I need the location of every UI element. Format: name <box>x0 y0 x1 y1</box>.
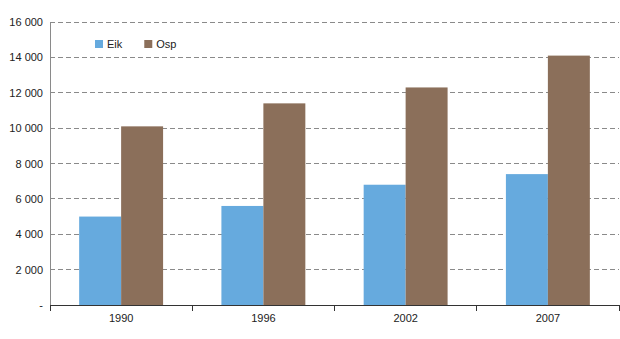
bar-series <box>121 56 590 305</box>
y-axis-line <box>50 23 51 306</box>
y-tick: 14 000 <box>9 51 50 63</box>
grid <box>50 22 619 305</box>
bar <box>364 185 406 305</box>
x-tick-label: 2007 <box>536 312 560 324</box>
y-tick-label: 16 000 <box>9 16 43 28</box>
y-tick-label: 14 000 <box>9 51 43 63</box>
x-tick: 2007 <box>536 305 560 324</box>
bars <box>79 56 590 305</box>
grid-line <box>50 22 619 23</box>
legend-label: Osp <box>156 38 176 50</box>
x-axis: 1990 1996 2002 2007 <box>50 305 620 324</box>
y-tick-label: 2 000 <box>15 264 43 276</box>
legend-item: Osp <box>144 38 176 50</box>
y-tick-label: 12 000 <box>9 87 43 99</box>
y-tick: 2 000 <box>15 264 50 276</box>
y-tick-label: 8 000 <box>15 158 43 170</box>
bar <box>263 103 305 305</box>
bar <box>221 206 263 305</box>
category-separator <box>619 305 620 311</box>
category-separator <box>334 305 335 311</box>
y-tick-label: - <box>39 299 43 311</box>
y-tick-label: 4 000 <box>15 228 43 240</box>
y-tick: - <box>39 299 50 311</box>
y-tick-label: 6 000 <box>15 193 43 205</box>
bar <box>548 56 590 305</box>
plot: - 2 000 4 000 6 000 8 000 10 000 12 000 14 000 1… <box>9 16 619 324</box>
y-axis: - 2 000 4 000 6 000 8 000 10 000 12 000 14 000 1… <box>9 16 50 311</box>
category-separator <box>476 305 477 311</box>
bar <box>406 87 448 305</box>
y-tick: 8 000 <box>15 158 50 170</box>
x-tick: 1996 <box>251 305 275 324</box>
bar <box>79 217 121 305</box>
category-separator <box>50 305 51 311</box>
grid-line <box>50 92 619 93</box>
bar <box>506 174 548 305</box>
x-tick: 1990 <box>109 305 133 324</box>
x-tick-label: 1996 <box>251 312 275 324</box>
y-tick: 12 000 <box>9 87 50 99</box>
y-tick: 16 000 <box>9 16 50 28</box>
y-tick: 4 000 <box>15 228 50 240</box>
y-tick: 10 000 <box>9 122 50 134</box>
x-tick-label: 1990 <box>109 312 133 324</box>
legend-swatch <box>95 40 103 48</box>
x-tick-label: 2002 <box>393 312 417 324</box>
y-tick-label: 10 000 <box>9 122 43 134</box>
legend: Eik Osp <box>95 38 176 50</box>
grid-line <box>50 57 619 58</box>
y-tick: 6 000 <box>15 193 50 205</box>
category-separators <box>50 305 619 311</box>
x-tick: 2002 <box>393 305 417 324</box>
chart: - 2 000 4 000 6 000 8 000 10 000 12 000 14 000 1… <box>0 0 620 339</box>
legend-item: Eik <box>95 38 123 50</box>
bar <box>121 126 163 305</box>
category-separator <box>192 305 193 311</box>
legend-label: Eik <box>107 38 123 50</box>
legend-swatch <box>144 40 152 48</box>
